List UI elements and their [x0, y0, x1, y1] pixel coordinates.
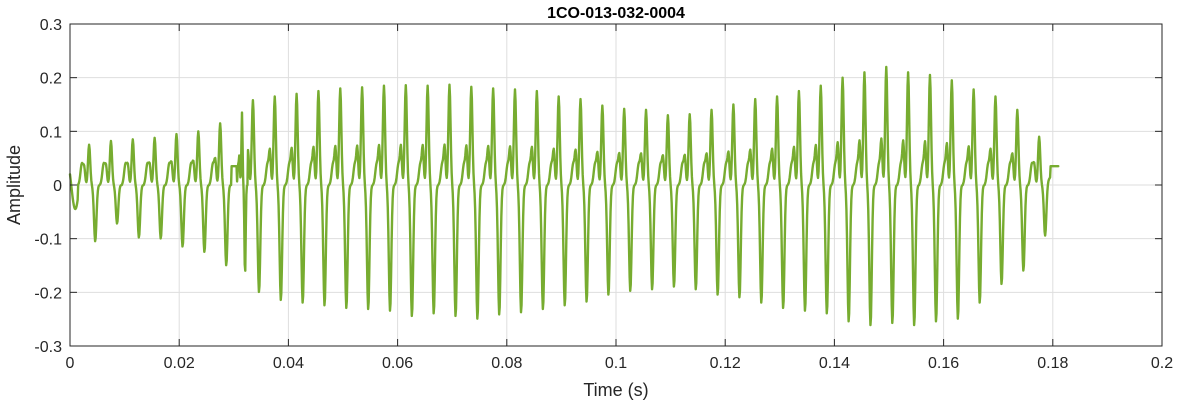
y-tick-label: -0.3	[34, 339, 62, 356]
x-tick-label: 0.04	[273, 355, 304, 372]
tick-marks	[69, 23, 1163, 347]
y-tick-label: 0.2	[40, 71, 62, 88]
y-tick-label: -0.2	[34, 285, 62, 302]
x-tick-label: 0.18	[1037, 355, 1068, 372]
x-tick-label: 0.2	[1151, 355, 1173, 372]
y-tick-label: 0.3	[40, 17, 62, 34]
x-axis-label: Time (s)	[583, 380, 648, 400]
chart-title: 1CO-013-032-0004	[547, 5, 685, 22]
x-tick-label: 0.12	[710, 355, 741, 372]
x-tick-labels: 0 0.02 0.04 0.06 0.08 0.1 0.12 0.14 0.16 0.18 0.2	[66, 355, 1174, 372]
x-tick-label: 0.1	[605, 355, 627, 372]
y-tick-label: 0.1	[40, 124, 62, 141]
y-tick-label: 0	[53, 178, 62, 195]
y-axis-label: Amplitude	[4, 145, 24, 225]
y-tick-label: -0.1	[34, 232, 62, 249]
x-tick-label: 0.16	[928, 355, 959, 372]
y-tick-labels: 0.3 0.2 0.1 0 -0.1 -0.2 -0.3	[34, 17, 62, 356]
x-tick-label: 0.08	[491, 355, 522, 372]
x-tick-label: 0.02	[164, 355, 195, 372]
series-line	[68, 65, 1060, 327]
x-tick-label: 0	[66, 355, 75, 372]
x-tick-label: 0.06	[382, 355, 413, 372]
x-tick-label: 0.14	[819, 355, 850, 372]
